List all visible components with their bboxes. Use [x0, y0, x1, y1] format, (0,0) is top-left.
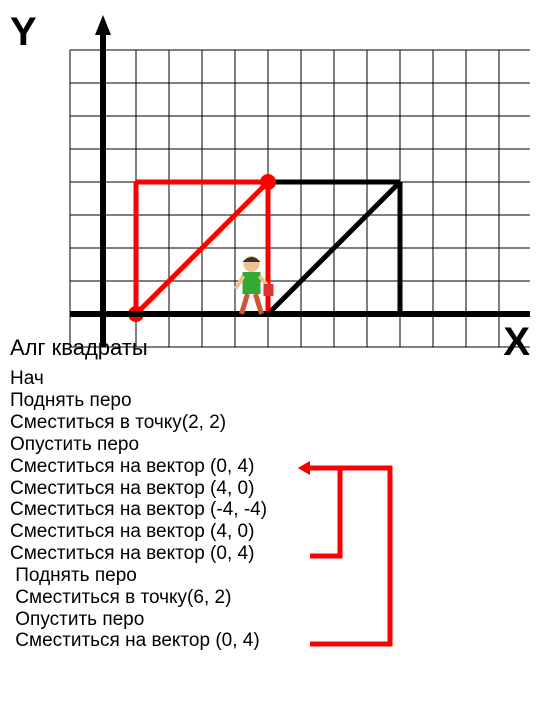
code-line: Сместиться на вектор (-4, -4) — [10, 499, 540, 521]
code-line: Сместиться на вектор (4, 0) — [10, 521, 540, 543]
code-line: Опустить перо — [10, 609, 540, 631]
x-axis-label: X — [503, 320, 530, 365]
chart-area: Y — [10, 10, 510, 350]
y-axis-label: Y — [10, 10, 37, 55]
code-line: Сместиться на вектор (0, 4) — [10, 630, 540, 652]
code-line: Сместиться в точку(6, 2) — [10, 587, 540, 609]
code-line: Сместиться на вектор (4, 0) — [10, 478, 540, 500]
code-line: Сместиться на вектор (0, 4) — [10, 543, 540, 565]
algorithm-title: Алг квадраты — [10, 335, 540, 360]
code-block: Алг квадраты НачПоднять пероСместиться в… — [10, 335, 540, 652]
code-line: Сместиться в точку(2, 2) — [10, 412, 540, 434]
code-line: Поднять перо — [10, 565, 540, 587]
grid-chart — [10, 10, 530, 370]
code-line: Сместиться на вектор (0, 4) — [10, 456, 540, 478]
code-lines: НачПоднять пероСместиться в точку(2, 2)О… — [10, 368, 540, 652]
code-line: Поднять перо — [10, 390, 540, 412]
code-line: Нач — [10, 368, 540, 390]
code-line: Опустить перо — [10, 434, 540, 456]
